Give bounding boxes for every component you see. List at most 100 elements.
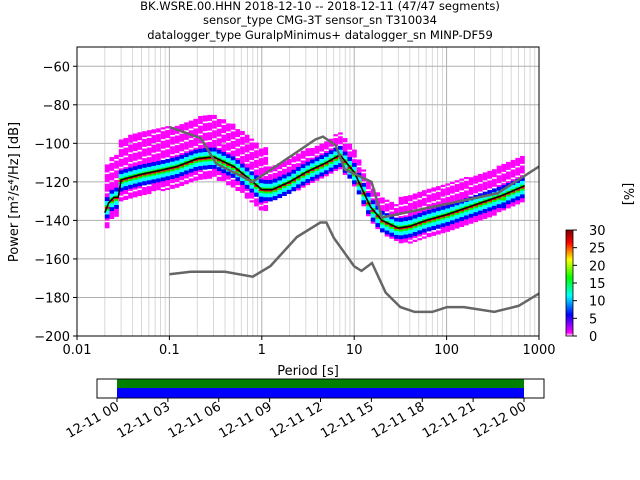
timeline-tick-label: 12-12 00	[471, 399, 529, 441]
heat-cell	[146, 166, 152, 170]
heat-cell	[104, 193, 110, 196]
heat-cell	[328, 169, 334, 172]
heat-cell	[468, 192, 474, 195]
heat-cell	[445, 200, 451, 203]
heat-cell	[314, 178, 320, 181]
heat-cell	[212, 145, 217, 148]
heat-cell	[445, 216, 451, 219]
heat-cell	[188, 141, 194, 144]
heat-cell	[244, 154, 250, 157]
heat-cell	[184, 141, 189, 144]
heat-cell	[198, 164, 203, 167]
heat-cell	[464, 180, 469, 183]
heat-cell	[324, 162, 329, 165]
heat-cell	[487, 176, 493, 179]
heat-cell	[160, 165, 166, 169]
heat-cell	[174, 145, 180, 148]
heat-cell	[226, 148, 231, 151]
heat-cell	[165, 149, 171, 152]
heat-cell	[235, 140, 241, 143]
heat-cell	[403, 217, 409, 220]
heat-cell	[230, 181, 236, 184]
heat-cell	[398, 206, 404, 209]
heat-cell	[123, 186, 129, 189]
heat-cell	[366, 187, 371, 190]
heat-cell	[347, 147, 353, 150]
heat-cell	[356, 167, 362, 170]
heat-cell	[240, 140, 245, 143]
heat-cell	[244, 157, 250, 161]
heat-cell	[454, 184, 460, 187]
heat-cell	[440, 231, 446, 234]
heat-cell	[398, 241, 404, 244]
heat-cell	[216, 178, 222, 181]
heat-cell	[510, 159, 516, 163]
x-tick-label: 1000	[522, 343, 555, 358]
heat-cell	[501, 173, 507, 176]
heat-cell	[188, 149, 194, 152]
heat-cell	[272, 180, 278, 183]
heat-cell	[403, 223, 409, 226]
heat-cell	[123, 141, 129, 145]
heat-cell	[333, 151, 339, 154]
heat-cell	[123, 195, 129, 199]
heat-cell	[226, 165, 231, 168]
heat-cell	[389, 234, 395, 237]
heat-cell	[305, 167, 311, 170]
heat-cell	[198, 148, 203, 151]
heat-cell	[240, 136, 245, 139]
heat-cell	[151, 169, 157, 172]
heat-cell	[436, 218, 441, 222]
heat-cell	[123, 139, 129, 143]
heat-cell	[207, 136, 213, 139]
heat-cell	[114, 166, 119, 169]
heat-cell	[104, 168, 110, 171]
heat-cell	[426, 229, 432, 232]
heat-cell	[240, 142, 245, 145]
colorbar-tick-label: 15	[589, 277, 606, 292]
heat-cell	[440, 209, 446, 213]
heat-cell	[384, 226, 390, 229]
heat-cell	[478, 179, 483, 183]
heat-cell	[492, 201, 497, 205]
heat-cell	[170, 169, 175, 172]
heat-cell	[356, 184, 362, 187]
heat-cell	[300, 164, 306, 167]
heat-cell	[454, 220, 460, 223]
heat-cell	[165, 133, 171, 137]
heat-cell	[118, 158, 124, 161]
heat-cell	[403, 196, 409, 199]
heat-cell	[440, 207, 446, 211]
heat-cell	[501, 177, 507, 180]
heat-cell	[394, 234, 399, 238]
heat-cell	[137, 138, 143, 141]
heat-cell	[184, 124, 189, 127]
heat-cell	[333, 159, 339, 162]
heat-cell	[221, 136, 227, 139]
heat-cell	[426, 198, 432, 201]
heat-cell	[440, 202, 446, 205]
heat-cell	[356, 188, 362, 191]
heat-cell	[254, 144, 259, 147]
heat-cell	[258, 190, 264, 194]
heat-cell	[104, 179, 110, 183]
heat-cell	[459, 203, 465, 206]
heat-cell	[464, 190, 469, 193]
heat-cell	[473, 214, 479, 217]
heat-cell	[408, 204, 413, 207]
heat-cell	[258, 181, 264, 184]
heat-cell	[328, 152, 334, 155]
heat-cell	[520, 169, 525, 172]
heat-cell	[207, 157, 213, 160]
heat-cell	[137, 178, 143, 181]
heat-cell	[263, 162, 269, 165]
heat-cell	[258, 185, 264, 188]
heat-cell	[156, 163, 161, 166]
heat-cell	[170, 177, 175, 180]
heat-cell	[468, 177, 474, 180]
heat-cell	[506, 173, 511, 176]
heat-cell	[202, 126, 208, 130]
heat-cell	[146, 189, 152, 193]
heat-cell	[305, 175, 311, 178]
heat-cell	[221, 148, 227, 151]
